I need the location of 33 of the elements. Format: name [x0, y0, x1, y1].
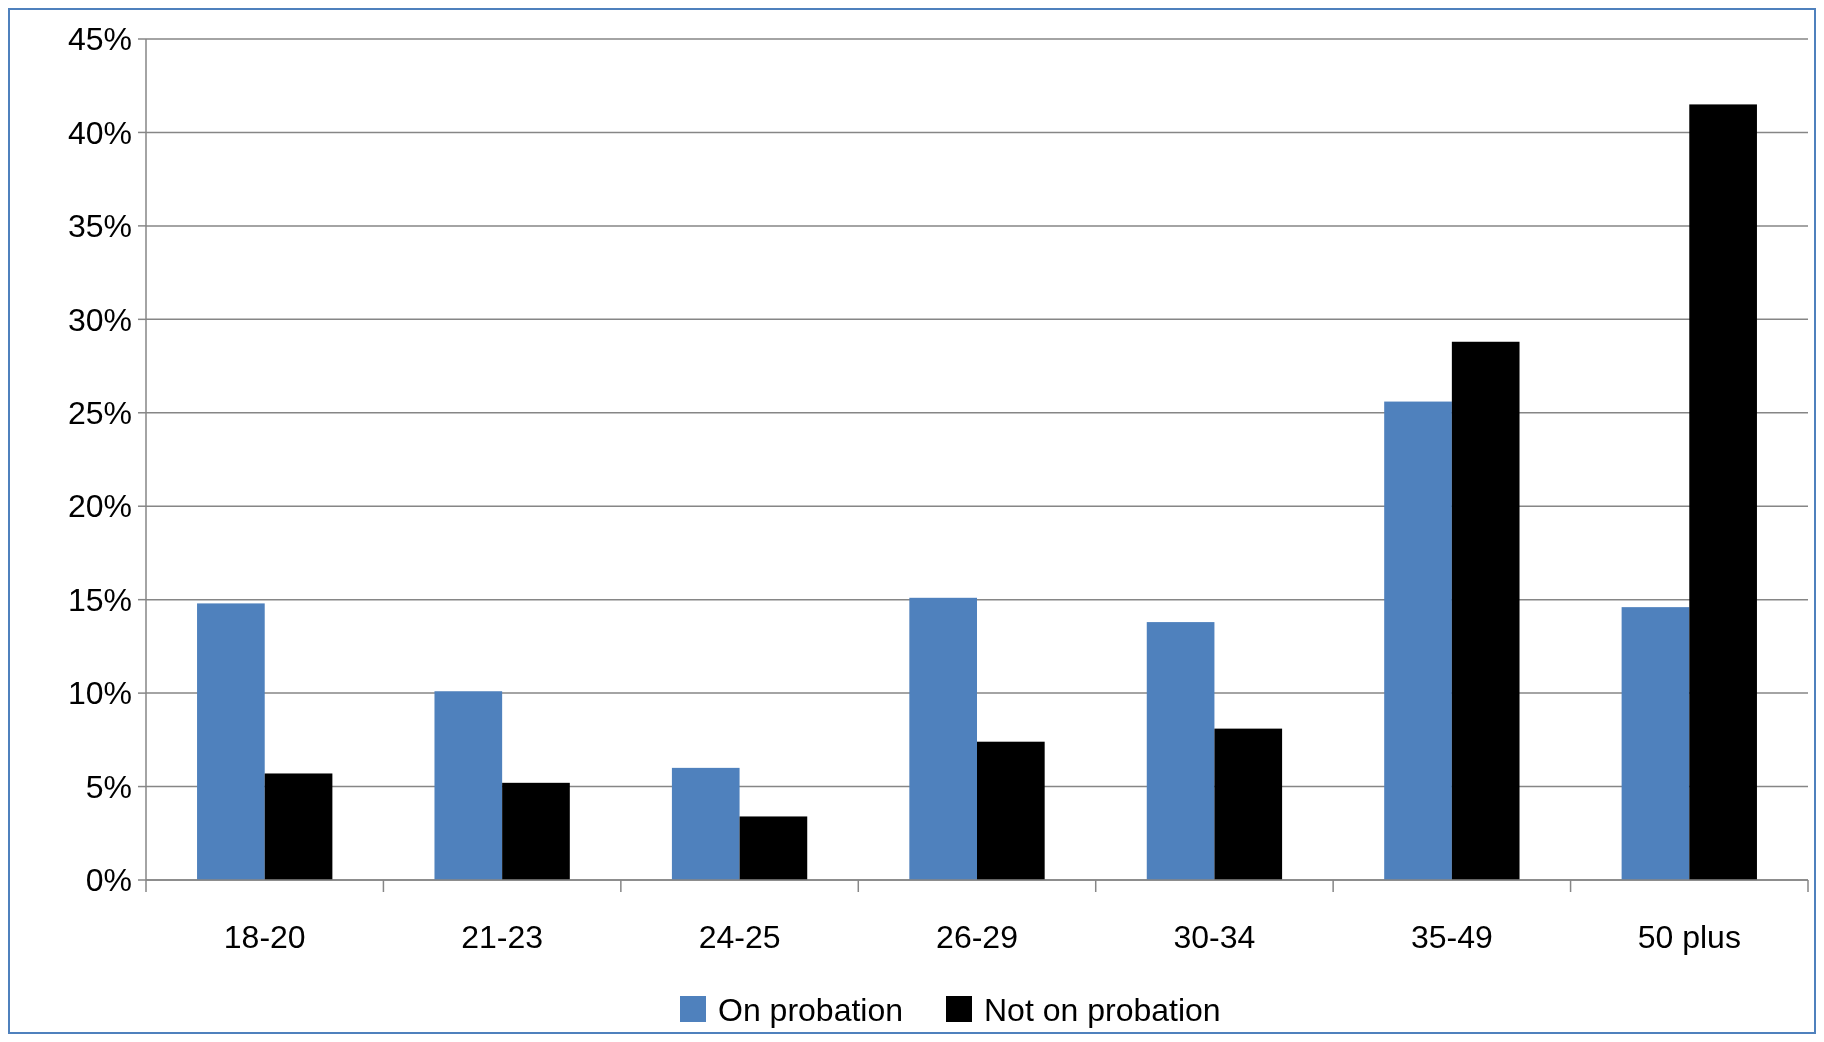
y-tick-label: 45%: [67, 21, 132, 58]
bar: [434, 691, 503, 880]
bar: [264, 773, 333, 880]
x-tick-label: 35-49: [1410, 919, 1493, 955]
y-tick-label: 20%: [67, 488, 132, 525]
x-tick-label: 24-25: [698, 919, 781, 955]
bar: [1384, 401, 1452, 880]
x-tick-label: 21-23: [461, 919, 544, 955]
legend-label: On probation: [718, 992, 904, 1029]
bar: [1146, 622, 1215, 880]
bar: [502, 782, 570, 880]
y-tick-label: 40%: [67, 114, 132, 151]
x-tick-label: 50 plus: [1637, 919, 1741, 955]
y-tick-label: 10%: [67, 675, 132, 712]
bar: [909, 597, 977, 880]
y-tick-label: 15%: [67, 581, 132, 618]
bar: [1621, 607, 1690, 880]
x-tick-label: 30-34: [1173, 919, 1256, 955]
legend-label: Not on probation: [984, 992, 1221, 1029]
bar: [977, 741, 1045, 880]
bar: [1689, 104, 1757, 880]
bar: [671, 767, 740, 880]
bar: [1214, 728, 1283, 880]
bar: [1451, 341, 1520, 880]
y-tick-label: 0%: [85, 862, 132, 899]
x-tick-label: 18-20: [223, 919, 306, 955]
bar: [197, 603, 265, 880]
y-tick-label: 30%: [67, 301, 132, 338]
bar: [739, 816, 808, 880]
y-tick-label: 25%: [67, 394, 132, 431]
x-tick-label: 26-29: [936, 919, 1018, 955]
y-tick-label: 5%: [85, 768, 132, 805]
y-tick-label: 35%: [67, 208, 132, 245]
